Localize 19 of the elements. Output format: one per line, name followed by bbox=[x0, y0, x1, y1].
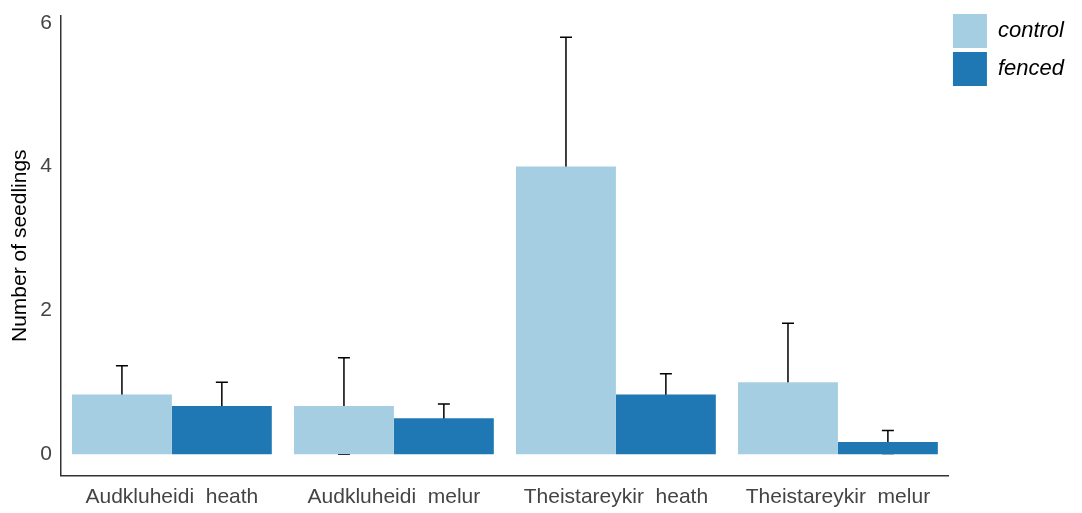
bar bbox=[516, 166, 616, 455]
bar bbox=[615, 394, 716, 455]
y-tick-label: 0 bbox=[40, 441, 52, 465]
bar bbox=[171, 406, 272, 455]
bar bbox=[71, 394, 172, 455]
bar bbox=[837, 442, 938, 455]
bar bbox=[738, 382, 838, 455]
x-tick-label: Audkluheidi heath bbox=[85, 484, 259, 508]
legend-label: control bbox=[997, 17, 1066, 43]
bar bbox=[393, 418, 494, 455]
legend-label: fenced bbox=[997, 55, 1065, 81]
x-tick-label: Audkluheidi melur bbox=[307, 484, 481, 508]
y-tick-label: 6 bbox=[40, 9, 52, 33]
bar bbox=[294, 406, 394, 455]
x-tick-label: Theistareykir melur bbox=[745, 484, 931, 508]
x-tick-label: Theistareykir heath bbox=[523, 484, 709, 508]
y-tick-label: 2 bbox=[40, 297, 52, 321]
y-axis-title: Number of seedlings bbox=[7, 149, 31, 342]
y-tick-label: 4 bbox=[40, 153, 53, 177]
